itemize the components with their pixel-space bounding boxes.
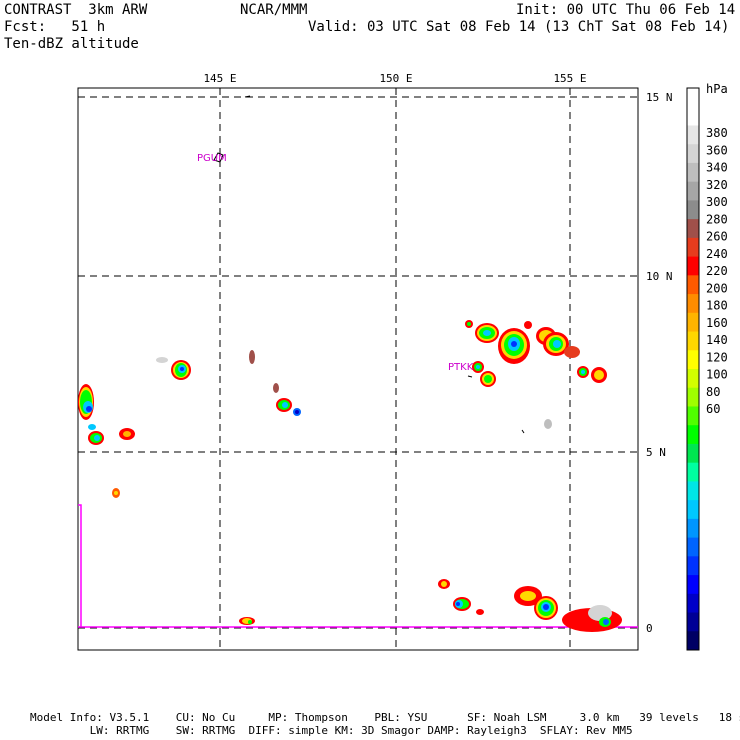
colorbar-label: 180: [706, 299, 728, 313]
coastlines: [213, 95, 525, 434]
lon-label-155e: 155 E: [553, 72, 586, 85]
colorbar-frame: [686, 87, 700, 651]
colorbar-swatch: [687, 200, 699, 220]
station-label-pgum: PGUM: [197, 153, 227, 164]
grid-lines: [78, 88, 638, 650]
colorbar-label: 200: [706, 281, 728, 295]
colorbar-label: 140: [706, 333, 728, 347]
colorbar-label: 360: [706, 143, 728, 157]
org-label: NCAR/MMM: [240, 2, 308, 18]
map-frame: [77, 87, 639, 651]
colorbar-swatch: [687, 312, 699, 333]
colorbar-swatch: [687, 125, 699, 145]
colorbar-swatch: [687, 631, 699, 651]
colorbar-swatch: [687, 387, 699, 407]
colorbar-swatch: [687, 275, 699, 295]
colorbar-label: 380: [706, 126, 728, 140]
model-title: CONTRAST 3km ARW: [4, 2, 148, 18]
station-label-ptkk: PTKK: [448, 362, 474, 373]
forecast-hour: Fcst: 51 h: [4, 19, 106, 35]
colorbar-swatch: [687, 256, 699, 276]
colorbar-swatch: [687, 144, 699, 164]
echo-cell-west: [78, 384, 135, 498]
lon-label-145e: 145 E: [203, 72, 236, 85]
colorbar-swatch: [687, 181, 699, 201]
colorbar-swatch: [687, 425, 699, 445]
lat-label-0: 0: [646, 622, 653, 635]
colorbar-swatch: [687, 556, 699, 576]
colorbar-label: 260: [706, 230, 728, 244]
colorbar-label: 120: [706, 350, 728, 364]
colorbar-swatch: [687, 500, 699, 520]
colorbar-swatch: [687, 237, 699, 258]
colorbar-swatch: [687, 350, 699, 370]
colorbar-swatch: [687, 294, 699, 314]
colorbar-swatch: [687, 481, 699, 501]
colorbar-label: 60: [706, 402, 720, 416]
lat-label-5n: 5 N: [646, 446, 666, 459]
colorbar-swatch: [687, 612, 699, 632]
colorbar-swatch: [687, 219, 699, 239]
echo-cell-east: [465, 320, 607, 429]
colorbar-swatch: [687, 106, 699, 126]
colorbar-label: 100: [706, 368, 728, 382]
lat-label-15n: 15 N: [646, 91, 673, 104]
init-time: Init: 00 UTC Thu 06 Feb 14: [516, 2, 736, 18]
colorbar-swatch: [687, 331, 699, 351]
domain-boundary: [78, 504, 638, 628]
valid-time: Valid: 03 UTC Sat 08 Feb 14 (13 ChT Sat …: [308, 19, 730, 35]
footer-physics-info: LW: RRTMG SW: RRTMG DIFF: simple KM: 3D …: [30, 724, 633, 737]
colorbar-swatch: [687, 443, 699, 464]
colorbar-swatch: [687, 575, 699, 595]
colorbar-label: 300: [706, 195, 728, 209]
colorbar-unit: hPa: [706, 82, 728, 96]
footer-model-info: Model Info: V3.5.1 CU: No Cu MP: Thompso…: [30, 711, 740, 724]
lon-label-150e: 150 E: [379, 72, 412, 85]
colorbar-swatch: [687, 88, 699, 108]
colorbar-swatch: [687, 518, 699, 539]
colorbar-label: 240: [706, 247, 728, 261]
colorbar-label: 220: [706, 264, 728, 278]
colorbar-label: 160: [706, 316, 728, 330]
lat-label-10n: 10 N: [646, 270, 673, 283]
colorbar-swatch: [687, 162, 699, 183]
echo-cell-central: [156, 350, 301, 416]
colorbar: [687, 88, 699, 651]
colorbar-swatch: [687, 369, 699, 389]
colorbar-label: 280: [706, 212, 728, 226]
colorbar-label: 320: [706, 178, 728, 192]
colorbar-swatch: [687, 593, 699, 614]
field-name: Ten-dBZ altitude: [4, 36, 139, 52]
echo-cell-south: [239, 579, 622, 632]
colorbar-swatch: [687, 537, 699, 557]
colorbar-swatch: [687, 462, 699, 482]
colorbar-label: 80: [706, 385, 720, 399]
colorbar-swatch: [687, 406, 699, 426]
colorbar-label: 340: [706, 161, 728, 175]
colorbar-labels: 380 360 340 320 300 280 260 240 220 200 180 160 140 1…: [706, 126, 728, 416]
